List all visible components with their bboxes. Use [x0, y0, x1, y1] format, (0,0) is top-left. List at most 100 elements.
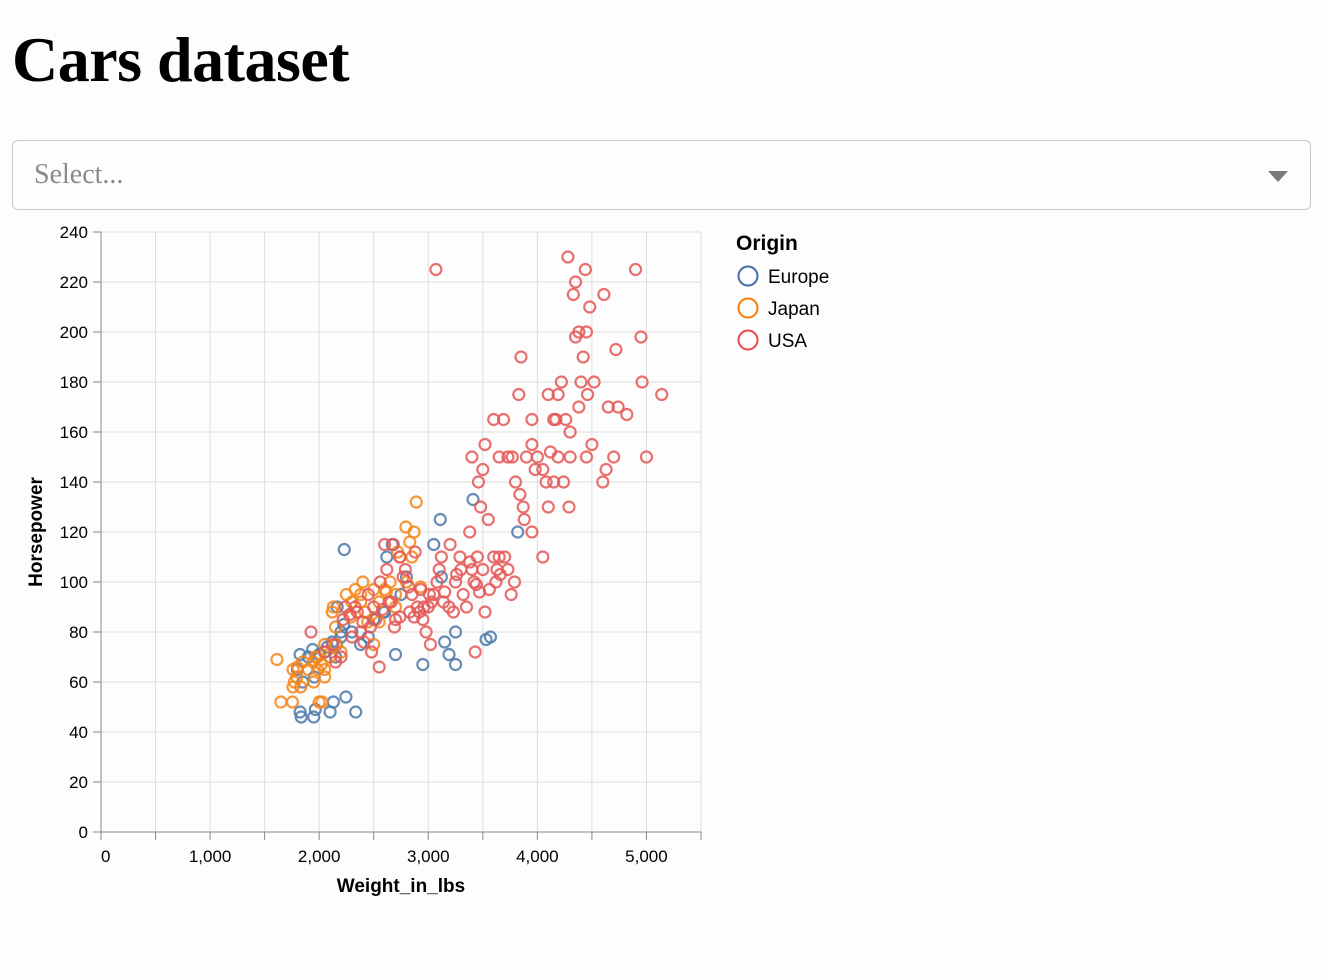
point-usa [572, 325, 586, 339]
point-japan [407, 525, 421, 539]
point-usa [578, 262, 592, 277]
y-tick-label: 120 [60, 523, 88, 542]
y-axis-title: Horsepower [26, 476, 47, 586]
point-usa [566, 287, 580, 302]
point-usa [384, 595, 398, 609]
point-usa [416, 612, 430, 627]
point-usa [492, 550, 506, 564]
point-japan [315, 695, 329, 709]
point-usa [481, 512, 495, 527]
point-europe [433, 512, 447, 527]
y-tick-label: 80 [69, 623, 88, 642]
point-usa [446, 605, 460, 619]
point-usa [369, 612, 383, 627]
point-europe [448, 657, 463, 672]
point-usa [525, 412, 539, 427]
point-usa [476, 462, 490, 477]
point-usa [587, 375, 601, 389]
point-europe [349, 705, 363, 719]
point-usa [465, 562, 479, 577]
point-usa [525, 437, 539, 452]
point-europe [438, 635, 452, 649]
point-usa [501, 450, 515, 464]
point-usa [423, 637, 438, 652]
x-tick-label: 3,000 [407, 847, 450, 866]
point-usa [519, 450, 534, 464]
select-placeholder: Select... [34, 159, 124, 190]
point-usa [583, 300, 597, 314]
legend-symbol-japan [737, 297, 759, 319]
point-japan [334, 645, 348, 659]
point-usa [361, 587, 375, 602]
point-usa [367, 600, 381, 614]
point-usa [539, 475, 553, 489]
point-usa [398, 562, 412, 577]
point-japan [270, 652, 284, 667]
point-usa [469, 577, 483, 592]
point-usa [402, 580, 416, 594]
point-usa [396, 570, 410, 584]
select-dropdown[interactable]: Select... [12, 140, 1311, 210]
point-usa [478, 605, 492, 619]
y-tick-label: 160 [60, 423, 88, 442]
point-usa [561, 250, 575, 264]
point-usa [456, 587, 470, 602]
point-europe [326, 695, 340, 709]
chevron-down-icon[interactable] [1268, 171, 1288, 182]
point-usa [601, 400, 615, 414]
point-usa [432, 562, 446, 577]
point-europe [337, 542, 351, 557]
point-japan [318, 662, 332, 677]
point-usa [609, 342, 623, 357]
point-usa [563, 450, 577, 464]
point-usa [408, 545, 422, 559]
y-tick-label: 20 [69, 773, 88, 792]
point-usa [620, 407, 634, 422]
point-usa [375, 602, 390, 617]
legend-label-japan: Japan [768, 299, 820, 320]
point-usa [556, 475, 571, 489]
point-usa [443, 537, 457, 552]
point-usa [465, 450, 479, 464]
point-usa [549, 412, 563, 427]
point-usa [536, 462, 550, 477]
point-europe [448, 625, 463, 639]
x-axis-title: Weight_in_lbs [337, 876, 465, 897]
point-europe [339, 690, 353, 704]
point-usa [487, 412, 501, 427]
point-europe [388, 647, 403, 662]
point-usa [504, 587, 518, 602]
point-usa [378, 537, 392, 552]
point-europe [511, 525, 525, 539]
point-japan [318, 670, 332, 684]
point-usa [551, 450, 565, 464]
legend-label-usa: USA [768, 331, 807, 352]
point-usa [471, 475, 486, 489]
point-usa [554, 375, 568, 389]
point-usa [611, 400, 625, 414]
point-japan [325, 605, 339, 619]
point-usa [516, 500, 530, 514]
point-japan [274, 695, 288, 709]
point-usa [576, 350, 590, 364]
point-europe [307, 710, 321, 724]
legend-symbol-europe [737, 265, 759, 287]
point-usa [559, 412, 573, 427]
point-usa [334, 650, 348, 664]
point-japan [286, 662, 300, 677]
point-usa [463, 555, 477, 569]
point-usa [424, 595, 439, 609]
point-usa [517, 512, 531, 527]
point-usa [639, 450, 654, 464]
point-usa [525, 525, 539, 539]
x-tick-label: 1,000 [189, 847, 232, 866]
point-usa [562, 500, 576, 514]
point-usa [450, 567, 464, 582]
point-usa [655, 387, 669, 402]
point-usa [434, 550, 448, 564]
point-usa [393, 550, 407, 564]
point-usa [419, 625, 433, 639]
legend: Origin Europe Japan USA [736, 232, 829, 352]
point-usa [536, 550, 550, 564]
